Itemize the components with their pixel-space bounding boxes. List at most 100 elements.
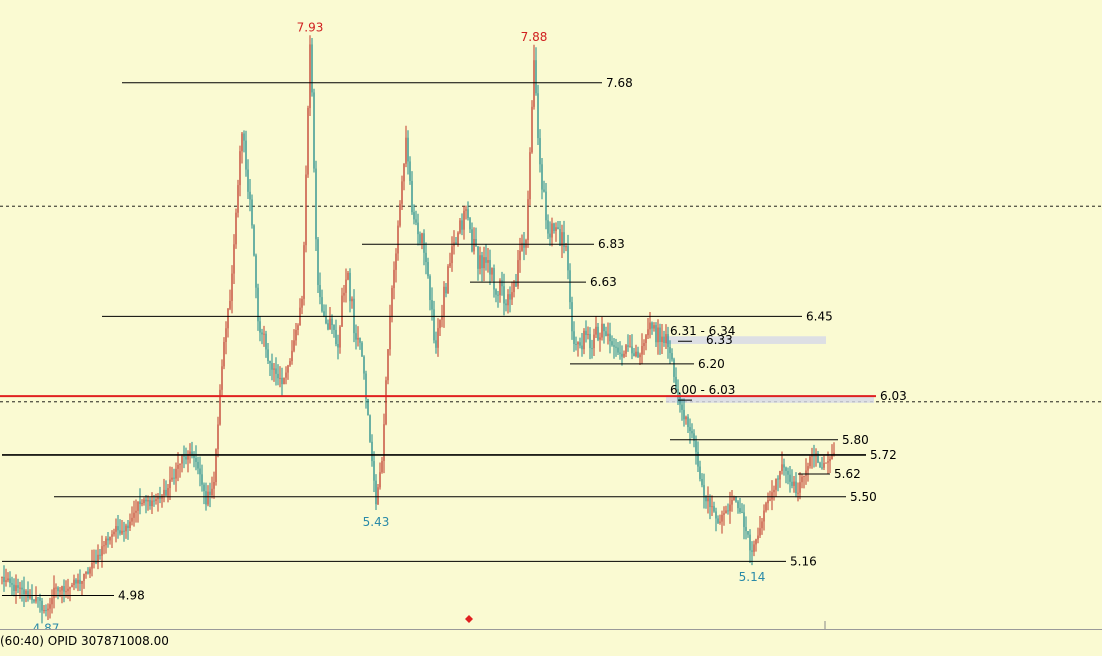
candle-body xyxy=(493,268,495,290)
candle-body xyxy=(259,321,261,333)
candle-body xyxy=(413,212,415,220)
candle-body xyxy=(95,561,97,564)
candle-body xyxy=(275,368,277,374)
candle-body xyxy=(583,330,585,350)
candle-body xyxy=(387,349,389,381)
candle-body xyxy=(211,488,213,495)
candle-body xyxy=(315,168,317,240)
candle-body xyxy=(369,415,371,442)
candle-body xyxy=(39,597,41,601)
candle-body xyxy=(429,276,431,301)
candle-body xyxy=(639,354,641,358)
candle-body xyxy=(221,366,223,390)
candle-body xyxy=(157,496,159,500)
candle-body xyxy=(257,287,259,322)
candle-body xyxy=(201,474,203,485)
candle-body xyxy=(793,481,795,486)
candle-body xyxy=(653,325,655,329)
candle-body xyxy=(697,451,699,467)
candle-body xyxy=(819,462,821,468)
candle-body xyxy=(485,257,487,263)
candle-body xyxy=(81,580,83,584)
trough-label-4.87: 4.87 xyxy=(33,621,60,630)
candle-body xyxy=(507,294,509,306)
candle-body xyxy=(547,220,549,234)
candle-body xyxy=(749,534,751,551)
candle-body xyxy=(461,220,463,230)
candle-body xyxy=(831,454,833,460)
level-label-6.45: 6.45 xyxy=(806,309,833,323)
candle-body xyxy=(287,365,289,373)
candle-body xyxy=(111,534,113,537)
candle-body xyxy=(603,323,605,332)
candle-body xyxy=(169,479,171,489)
candle-body xyxy=(77,579,79,584)
candle-body xyxy=(41,600,43,611)
status-bar: (60:40) OPID 307871008.00 xyxy=(0,630,1102,656)
candle-body xyxy=(313,92,315,169)
candle-body xyxy=(227,308,229,329)
candle-body xyxy=(407,137,409,162)
candle-body xyxy=(231,273,233,301)
candle-body xyxy=(43,610,45,612)
candle-body xyxy=(773,489,775,493)
candle-body xyxy=(281,377,283,385)
candle-body xyxy=(787,470,789,475)
candle-body xyxy=(285,372,287,378)
candle-body xyxy=(355,333,357,340)
candle-body xyxy=(795,481,797,494)
candle-body xyxy=(45,610,47,612)
candle-body xyxy=(255,255,257,288)
candle-body xyxy=(427,262,429,277)
candle-body xyxy=(301,298,303,308)
candle-body xyxy=(503,286,505,304)
candle-body xyxy=(435,340,437,348)
candle-body xyxy=(561,232,563,246)
candle-body xyxy=(489,260,491,275)
zone-label-0: 6.31 - 6.34 xyxy=(670,324,735,338)
candle-body xyxy=(505,303,507,306)
red-diamond-marker xyxy=(465,615,473,623)
candle-body xyxy=(445,286,447,294)
candle-body xyxy=(613,345,615,347)
candle-body xyxy=(283,377,285,385)
candle-body xyxy=(19,587,21,589)
candle-body xyxy=(365,373,367,399)
candle-body xyxy=(823,463,825,468)
candle-body xyxy=(497,294,499,296)
candle-body xyxy=(123,530,125,532)
candle-body xyxy=(817,453,819,463)
candle-body xyxy=(51,598,53,605)
candle-body xyxy=(105,538,107,546)
candle-body xyxy=(707,498,709,502)
candle-body xyxy=(581,345,583,350)
candle-body xyxy=(677,388,679,394)
candle-body xyxy=(759,528,761,536)
candle-body xyxy=(589,334,591,349)
candle-body xyxy=(197,461,199,469)
candle-body xyxy=(243,133,245,141)
candle-body xyxy=(553,223,555,231)
candle-body xyxy=(325,316,327,324)
level-label-5.62: 5.62 xyxy=(834,467,861,481)
candle-body xyxy=(771,492,773,500)
candle-body xyxy=(93,561,95,563)
candle-body xyxy=(825,462,827,464)
candle-body xyxy=(827,461,829,463)
candle-body xyxy=(417,222,419,235)
candle-body xyxy=(1,576,3,578)
candle-body xyxy=(189,451,191,455)
candle-body xyxy=(585,330,587,336)
candle-body xyxy=(317,239,319,285)
peak-label-7.88: 7.88 xyxy=(521,30,548,44)
candle-body xyxy=(331,318,333,326)
candle-body xyxy=(669,347,671,354)
candle-body xyxy=(389,316,391,350)
candle-body xyxy=(781,464,783,471)
candle-body xyxy=(415,219,417,223)
candle-body xyxy=(623,353,625,357)
candle-body xyxy=(593,334,595,349)
candle-body xyxy=(403,163,405,182)
candle-body xyxy=(333,325,335,330)
